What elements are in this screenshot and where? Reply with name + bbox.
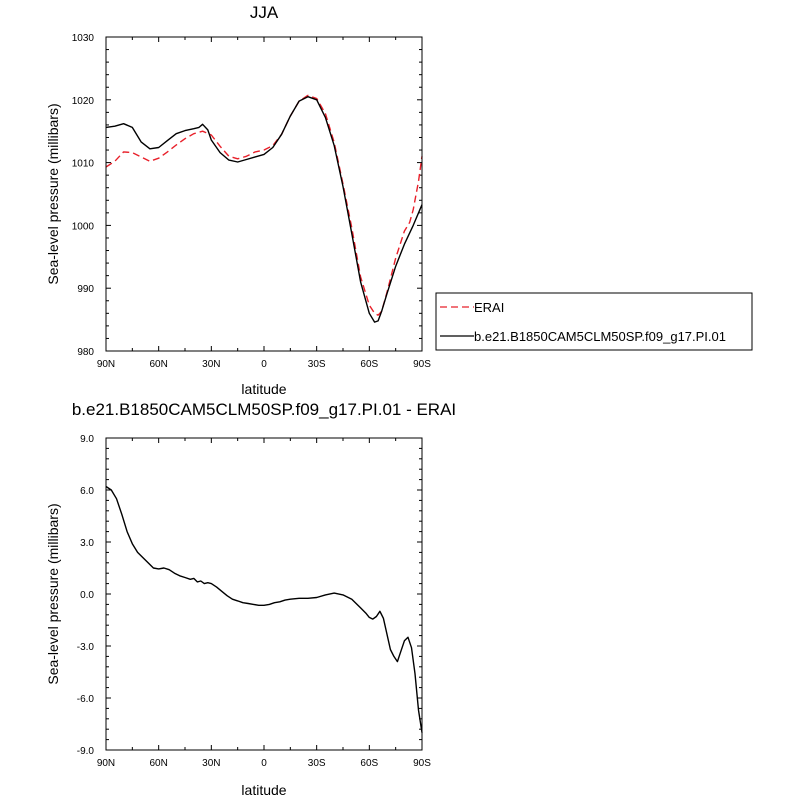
bottom-y-tick-label: -6.0 (77, 694, 95, 705)
top-series-line-model (105, 95, 423, 323)
top-y-axis-label: Sea-level pressure (millibars) (45, 103, 61, 284)
legend: ERAI b.e21.B1850CAM5CLM50SP.f09_g17.PI.0… (435, 292, 753, 351)
top-x-tick-label: 90S (413, 359, 431, 370)
bottom-x-tick-label: 90N (97, 758, 115, 769)
top-y-tick-label: 1020 (72, 96, 95, 107)
top-x-axis-label: latitude (241, 381, 286, 397)
top-x-tick-label: 60S (360, 359, 378, 370)
top-y-tick-label: 1000 (72, 221, 95, 232)
top-y-tick-label: 990 (77, 284, 94, 295)
bottom-chart-title: b.e21.B1850CAM5CLM50SP.f09_g17.PI.01 - E… (72, 400, 456, 419)
bottom-x-axis-label: latitude (241, 782, 286, 798)
top-series (105, 94, 423, 323)
bottom-x-tick-label: 30N (202, 758, 220, 769)
bottom-plot-frame (105, 437, 423, 751)
top-panel: JJA Sea-level pressure (millibars) latit… (45, 3, 431, 397)
top-y-tick-label: 980 (77, 347, 94, 358)
bottom-y-tick-label: -3.0 (77, 642, 95, 653)
bottom-ticks: 90N 60N 30N 0 30S 60S 90S -9.0 -6.0 -3.0 0.0 3.0 6.0… (77, 434, 431, 769)
bottom-series-line-model (105, 485, 423, 733)
top-series-line-erai (105, 94, 423, 316)
bottom-y-tick-label: 6.0 (80, 486, 94, 497)
top-x-tick-label: 30S (308, 359, 326, 370)
bottom-y-tick-label: 0.0 (80, 590, 94, 601)
top-x-tick-label: 0 (261, 359, 267, 370)
top-chart-title: JJA (250, 3, 279, 22)
bottom-x-tick-label: 60N (149, 758, 167, 769)
bottom-x-tick-label: 30S (308, 758, 326, 769)
bottom-x-tick-label: 0 (261, 758, 267, 769)
top-y-tick-label: 1030 (72, 33, 95, 44)
top-plot-frame (105, 36, 423, 352)
bottom-x-tick-label: 60S (360, 758, 378, 769)
legend-model-label: b.e21.B1850CAM5CLM50SP.f09_g17.PI.01 (474, 329, 726, 344)
top-ticks: 90N 60N 30N 0 30S 60S 90S 980 990 1000 1010 1020 103… (72, 33, 431, 370)
bottom-x-tick-label: 90S (413, 758, 431, 769)
bottom-panel: b.e21.B1850CAM5CLM50SP.f09_g17.PI.01 - E… (45, 400, 456, 798)
bottom-series (105, 485, 423, 733)
bottom-y-tick-label: -9.0 (77, 746, 95, 757)
legend-erai-label: ERAI (474, 300, 504, 315)
bottom-y-tick-label: 3.0 (80, 538, 94, 549)
bottom-y-axis-label: Sea-level pressure (millibars) (45, 503, 61, 684)
top-x-tick-label: 30N (202, 359, 220, 370)
bottom-y-tick-label: 9.0 (80, 434, 94, 445)
top-y-tick-label: 1010 (72, 159, 95, 170)
top-x-tick-label: 60N (149, 359, 167, 370)
legend-box (435, 292, 753, 351)
top-x-tick-label: 90N (97, 359, 115, 370)
